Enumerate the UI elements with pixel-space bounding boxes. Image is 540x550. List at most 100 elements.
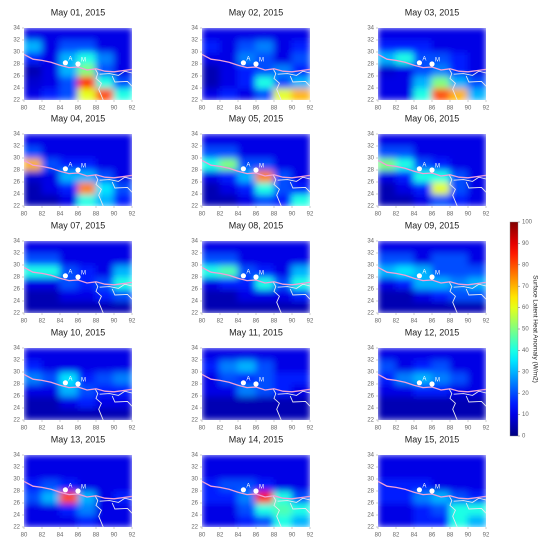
heat-cell xyxy=(273,28,293,41)
heat-cell xyxy=(431,181,451,195)
heat-cell xyxy=(113,39,132,53)
y-tick-label: 32 xyxy=(13,38,20,44)
location-marker xyxy=(240,380,246,386)
heat-cell xyxy=(24,383,43,397)
colorbar-tick-label: 50 xyxy=(522,327,529,333)
heat-cell xyxy=(449,502,469,516)
y-tick-label: 22 xyxy=(191,418,198,424)
heat-cell xyxy=(395,276,415,290)
location-marker xyxy=(416,487,422,493)
heat-cell xyxy=(449,466,469,480)
heat-cell xyxy=(59,241,79,254)
location-label: A xyxy=(422,483,426,489)
location-label: M xyxy=(259,378,264,384)
x-tick-label: 82 xyxy=(39,319,46,325)
heat-cell xyxy=(113,28,132,41)
heat-cell xyxy=(24,407,43,420)
location-label: A xyxy=(246,269,250,275)
y-tick-label: 24 xyxy=(367,192,374,198)
heat-cell xyxy=(219,134,239,147)
heat-cell xyxy=(24,145,43,159)
heat-cell xyxy=(255,28,275,41)
heatmap xyxy=(24,28,132,100)
heat-cell xyxy=(237,193,257,206)
heat-cell xyxy=(467,145,486,159)
heat-cell xyxy=(59,87,79,100)
heat-cell xyxy=(413,193,433,206)
heat-cell xyxy=(219,28,239,41)
y-tick-label: 34 xyxy=(13,346,20,352)
heat-cell xyxy=(467,348,486,361)
heat-cell xyxy=(378,478,397,492)
y-tick-label: 32 xyxy=(191,38,198,44)
heat-cell xyxy=(202,169,221,183)
location-label: A xyxy=(422,376,426,382)
heat-cell xyxy=(255,134,275,147)
x-tick-label: 80 xyxy=(199,106,206,112)
heat-cell xyxy=(41,383,61,397)
x-tick-label: 88 xyxy=(93,319,100,325)
y-tick-label: 28 xyxy=(191,62,198,68)
x-tick-label: 80 xyxy=(199,212,206,218)
heat-cell xyxy=(273,407,293,420)
heat-cell xyxy=(237,455,257,468)
heat-cell xyxy=(449,39,469,53)
y-tick-label: 30 xyxy=(191,477,198,483)
heat-cell xyxy=(255,300,275,313)
heat-cell xyxy=(431,28,451,41)
heat-cell xyxy=(59,145,79,159)
x-tick-label: 88 xyxy=(271,319,278,325)
y-tick-label: 24 xyxy=(191,86,198,92)
heat-cell xyxy=(395,348,415,361)
y-tick-label: 26 xyxy=(367,394,374,400)
heat-cell xyxy=(395,134,415,147)
x-tick-label: 86 xyxy=(429,426,436,432)
y-tick-label: 34 xyxy=(191,132,198,138)
x-tick-label: 92 xyxy=(483,212,490,218)
boundary-line xyxy=(465,395,486,407)
heat-cell xyxy=(273,514,293,527)
boundary-line xyxy=(272,388,282,420)
heat-cell xyxy=(59,348,79,361)
panel-title: May 08, 2015 xyxy=(229,220,284,230)
x-tick-label: 84 xyxy=(57,533,64,539)
heat-cell xyxy=(467,28,486,41)
y-tick-label: 28 xyxy=(191,275,198,281)
heat-cell xyxy=(77,359,97,373)
heat-cell xyxy=(395,169,415,183)
heat-cell xyxy=(113,371,132,385)
panel-title: May 11, 2015 xyxy=(229,327,283,337)
heat-cell xyxy=(431,466,451,480)
x-tick-label: 92 xyxy=(307,533,314,539)
heat-cell xyxy=(467,359,486,373)
boundary-line xyxy=(202,159,310,179)
panel-title: May 04, 2015 xyxy=(51,113,106,123)
heat-cell xyxy=(395,383,415,397)
heat-cell xyxy=(24,157,43,171)
y-tick-label: 28 xyxy=(367,489,374,495)
heat-cell xyxy=(431,75,451,89)
x-tick-label: 84 xyxy=(235,533,242,539)
x-tick-label: 88 xyxy=(447,212,454,218)
heat-cell xyxy=(291,157,310,171)
heat-cell xyxy=(95,455,115,468)
location-label: A xyxy=(68,376,72,382)
location-label: M xyxy=(81,271,86,277)
x-tick-label: 80 xyxy=(375,533,382,539)
boundary-line xyxy=(94,281,104,313)
x-tick-label: 92 xyxy=(483,106,490,112)
x-tick-label: 90 xyxy=(465,533,472,539)
heat-cell xyxy=(59,75,79,89)
x-tick-label: 86 xyxy=(75,212,82,218)
boundary-line xyxy=(272,68,282,100)
heat-cell xyxy=(237,502,257,516)
heat-cell xyxy=(219,241,239,254)
x-tick-label: 88 xyxy=(271,106,278,112)
heat-cell xyxy=(219,252,239,266)
y-tick-label: 34 xyxy=(13,453,20,459)
panel: May 03, 2015 80 82 84 86 88 90 92 22 24 26 28 30 32 34… xyxy=(367,7,490,111)
heat-cell xyxy=(219,87,239,100)
boundary-line xyxy=(111,288,132,300)
heat-cell xyxy=(95,241,115,254)
heat-cell xyxy=(273,300,293,313)
